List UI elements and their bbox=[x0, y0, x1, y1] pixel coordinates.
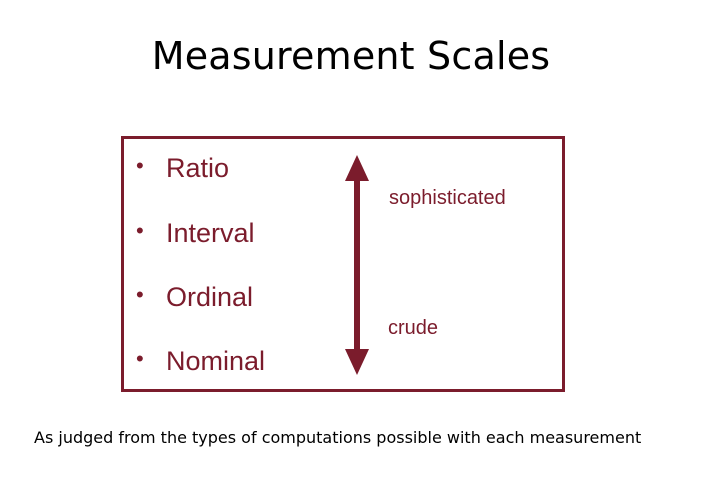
scales-box: • Ratio • Interval • Ordinal • Nominal s… bbox=[121, 136, 565, 392]
scale-label: Interval bbox=[166, 218, 255, 248]
scale-label: Ratio bbox=[166, 153, 230, 183]
bullet-icon: • bbox=[136, 153, 144, 178]
bullet-icon: • bbox=[136, 346, 144, 371]
double-headed-arrow-icon bbox=[345, 155, 369, 375]
scale-label: Nominal bbox=[166, 346, 266, 376]
arrow-shaft bbox=[354, 179, 360, 351]
arrow-head-top bbox=[345, 155, 369, 181]
slide-title: Measurement Scales bbox=[151, 34, 551, 78]
arrow-head-bottom bbox=[345, 349, 369, 375]
caption: As judged from the types of computations… bbox=[34, 428, 642, 447]
scale-label: Ordinal bbox=[166, 282, 254, 312]
bullet-icon: • bbox=[136, 218, 144, 243]
sophisticated-label: sophisticated bbox=[389, 187, 506, 209]
bullet-icon: • bbox=[136, 282, 144, 307]
crude-label: crude bbox=[388, 317, 439, 339]
